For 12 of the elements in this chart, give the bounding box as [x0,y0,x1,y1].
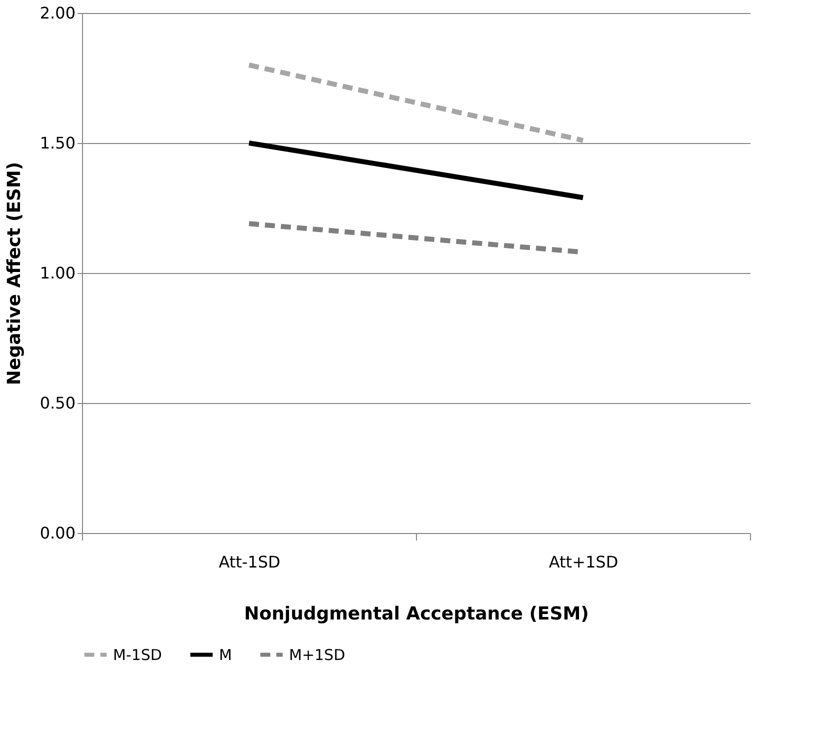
x-axis-title: Nonjudgmental Acceptance (ESM) [244,604,589,624]
x-tick-label: Att-1SD [218,552,280,572]
y-tick-label: 0.00 [40,524,76,542]
y-axis-title: Negative Affect (ESM) [4,162,25,386]
y-tick-label: 1.50 [40,134,76,152]
x-tick-label: Att+1SD [548,552,618,572]
legend-label: M [219,646,232,664]
legend-label: M+1SD [289,646,346,664]
y-tick-label: 1.00 [40,264,76,282]
legend-label: M-1SD [113,646,162,664]
y-tick-label: 0.50 [40,394,76,412]
y-tick-label: 2.00 [40,4,76,22]
